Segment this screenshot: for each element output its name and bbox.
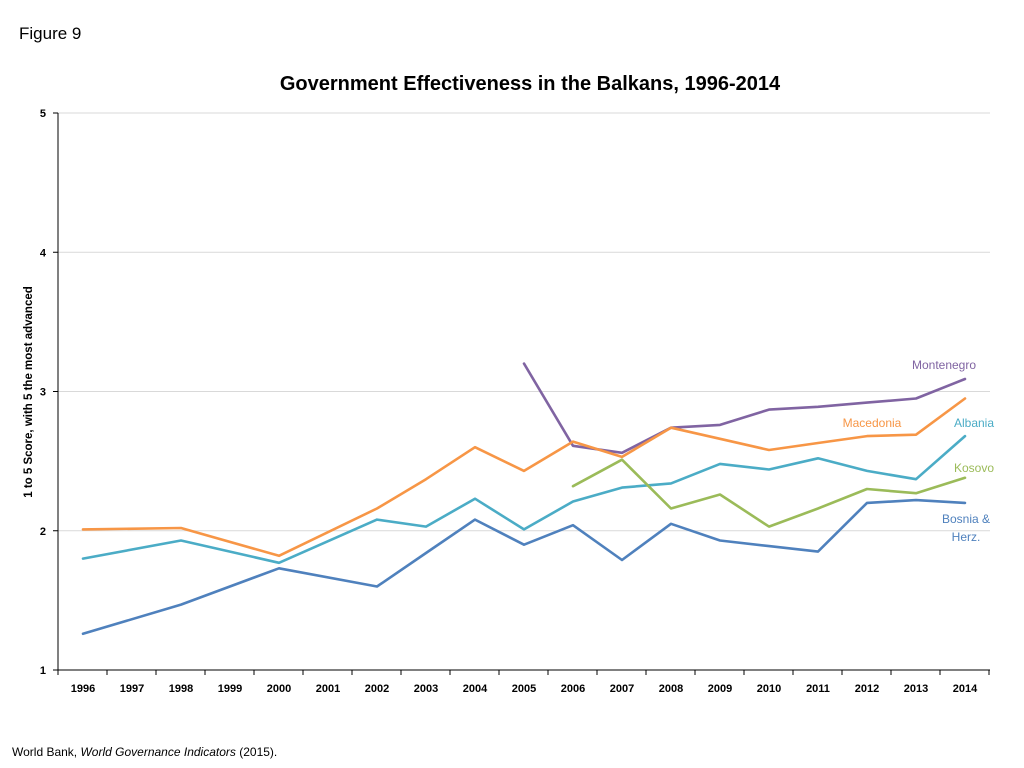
y-tick-label: 4 [40, 247, 47, 259]
y-tick-labels: 1 2 3 4 5 [40, 108, 47, 677]
source-title: World Governance Indicators [80, 745, 236, 759]
x-tick-label: 2014 [953, 683, 978, 695]
x-tick-label: 2012 [855, 683, 879, 695]
x-tick-label: 2006 [561, 683, 585, 695]
y-tick-label: 3 [40, 387, 46, 399]
series-line-montenegro [522, 362, 967, 455]
series-lines [81, 362, 967, 636]
gridlines [58, 112, 990, 532]
series-label-line: Kosovo [954, 461, 994, 475]
y-tick-label: 2 [40, 526, 46, 538]
x-tick-label: 2003 [414, 683, 438, 695]
x-tick-label: 2013 [904, 683, 928, 695]
x-tick-label: 1999 [218, 683, 242, 695]
x-tick-label: 2005 [512, 683, 536, 695]
figure-label: Figure 9 [19, 24, 82, 43]
series-line-kosovo [571, 458, 967, 528]
series-label: Kosovo [954, 461, 994, 475]
x-tick-label: 2002 [365, 683, 389, 695]
x-tick-label: 2007 [610, 683, 634, 695]
y-tick-label: 5 [40, 108, 46, 120]
x-tick-label: 1997 [120, 683, 144, 695]
series-label-line: Montenegro [912, 358, 976, 372]
y-axis-label: 1 to 5 Score, with 5 the most advanced [23, 286, 35, 498]
axes [53, 112, 990, 675]
series-label: Montenegro [912, 358, 976, 372]
x-tick-labels: 1996 1997 1998 1999 2000 2001 2002 2003 2004 2005… [71, 683, 978, 695]
x-tick-label: 2010 [757, 683, 781, 695]
x-tick-label: 2009 [708, 683, 732, 695]
x-tick-label: 2011 [806, 683, 830, 695]
source-note: World Bank, World Governance Indicators … [12, 745, 277, 759]
chart-title: Government Effectiveness in the Balkans,… [280, 73, 781, 95]
x-tick-label: 2000 [267, 683, 291, 695]
series-labels: Montenegro Macedonia Albania Kosovo Bosnia &… [843, 358, 995, 544]
x-tick-label: 2004 [463, 683, 488, 695]
series-label: Bosnia & Herz. [942, 512, 990, 544]
x-tick-label: 1998 [169, 683, 193, 695]
series-line-albania [81, 434, 967, 565]
series-line-macedonia [81, 397, 967, 558]
series-label-line: Albania [954, 416, 994, 430]
series-label-line: Macedonia [843, 416, 902, 430]
source-prefix: World Bank, [12, 745, 81, 759]
series-label: Albania [954, 416, 994, 430]
x-tick-label: 1996 [71, 683, 95, 695]
x-tick-label: 2008 [659, 683, 683, 695]
source-suffix: (2015). [235, 745, 278, 759]
series-line-bosnia-herz [81, 498, 967, 636]
x-tick-label: 2001 [316, 683, 340, 695]
series-label: Macedonia [843, 416, 902, 430]
series-label-line: Herz. [952, 530, 981, 544]
y-tick-label: 1 [40, 665, 46, 677]
series-label-line: Bosnia & [942, 512, 990, 526]
